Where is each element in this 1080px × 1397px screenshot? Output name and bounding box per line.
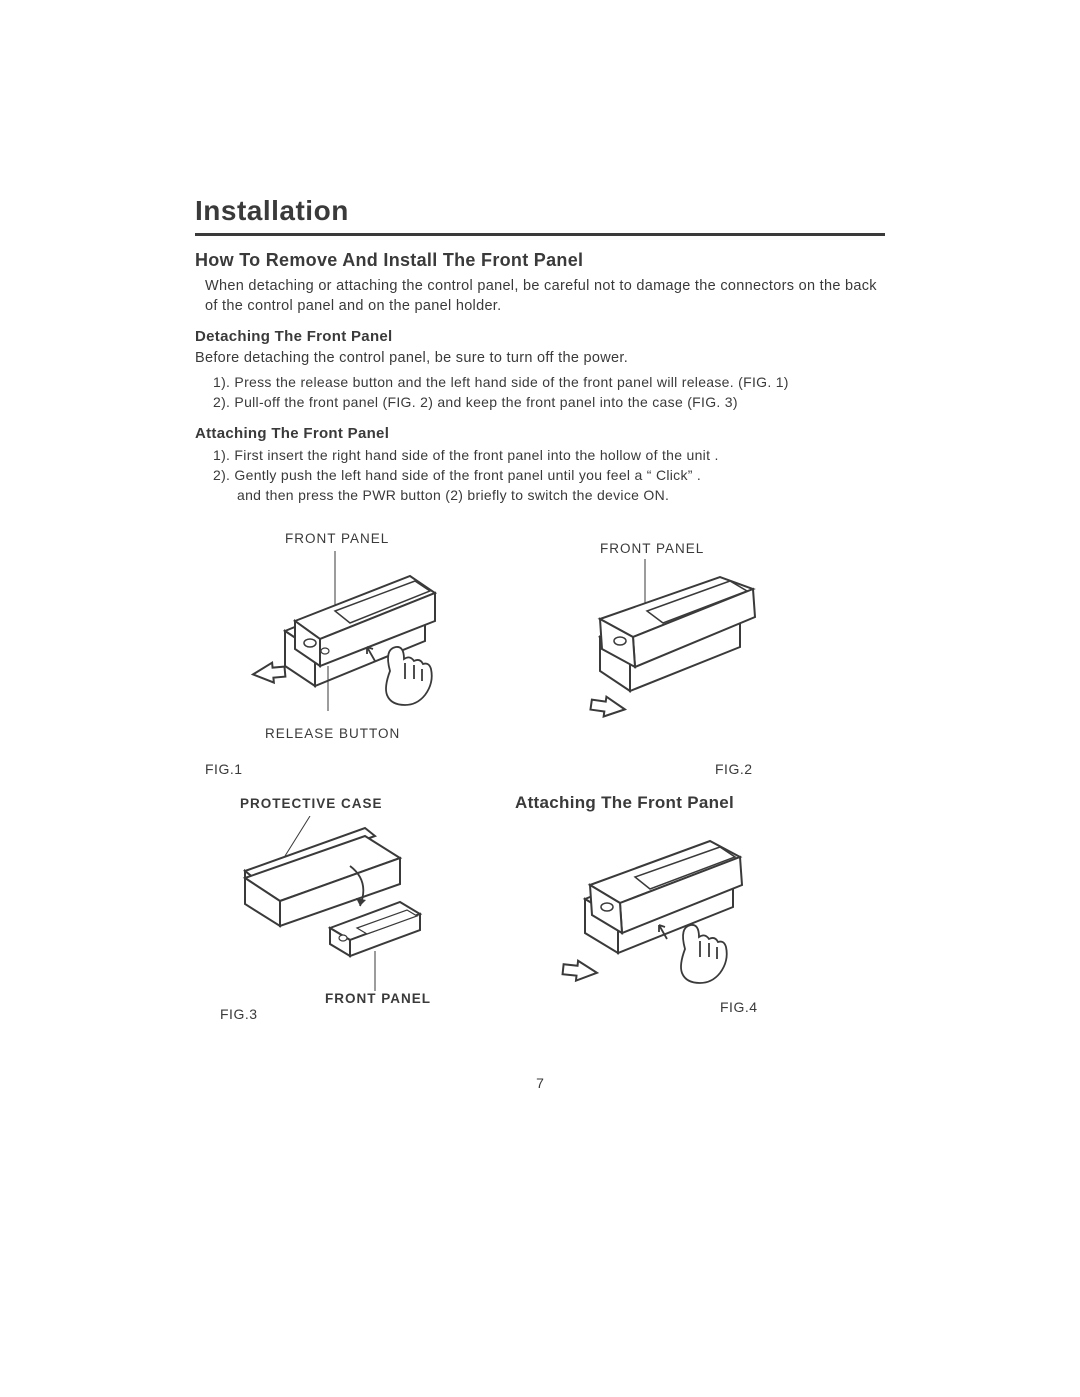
detach-lead: Before detaching the control panel, be s… xyxy=(195,349,885,369)
main-title: Installation xyxy=(195,195,885,227)
attach-list: 1). First insert the right hand side of … xyxy=(213,446,885,505)
fig4-caption: FIG.4 xyxy=(720,999,758,1015)
section-title: How To Remove And Install The Front Pane… xyxy=(195,250,885,271)
detach-item-1: 1). Press the release button and the lef… xyxy=(213,373,885,392)
fig4-title: Attaching The Front Panel xyxy=(515,793,734,813)
intro-text: When detaching or attaching the control … xyxy=(205,277,885,316)
fig3-diagram xyxy=(215,816,465,1006)
fig2-diagram xyxy=(555,559,785,739)
attach-item-2: 2). Gently push the left hand side of th… xyxy=(213,466,885,485)
fig3-caption: FIG.3 xyxy=(220,1006,258,1022)
figures-area: FRONT PANEL xyxy=(195,531,885,1051)
detach-item-2: 2). Pull-off the front panel (FIG. 2) an… xyxy=(213,393,885,412)
attach-cont: and then press the PWR button (2) briefl… xyxy=(213,486,885,505)
fig1-top-label: FRONT PANEL xyxy=(285,531,389,546)
fig1-bottom-label: RELEASE BUTTON xyxy=(265,726,400,741)
fig3-top-label: PROTECTIVE CASE xyxy=(240,796,383,811)
attach-item-1: 1). First insert the right hand side of … xyxy=(213,446,885,465)
title-rule xyxy=(195,233,885,236)
fig4-diagram xyxy=(535,821,785,1011)
fig1-diagram xyxy=(235,551,465,731)
fig1-caption: FIG.1 xyxy=(205,761,243,777)
fig3-bottom-label: FRONT PANEL xyxy=(325,991,431,1006)
detach-list: 1). Press the release button and the lef… xyxy=(213,373,885,412)
page-content: Installation How To Remove And Install T… xyxy=(195,195,885,1051)
fig2-top-label: FRONT PANEL xyxy=(600,541,704,556)
page-number: 7 xyxy=(195,1075,885,1091)
attach-title: Attaching The Front Panel xyxy=(195,425,885,442)
detach-title: Detaching The Front Panel xyxy=(195,328,885,345)
fig2-caption: FIG.2 xyxy=(715,761,753,777)
